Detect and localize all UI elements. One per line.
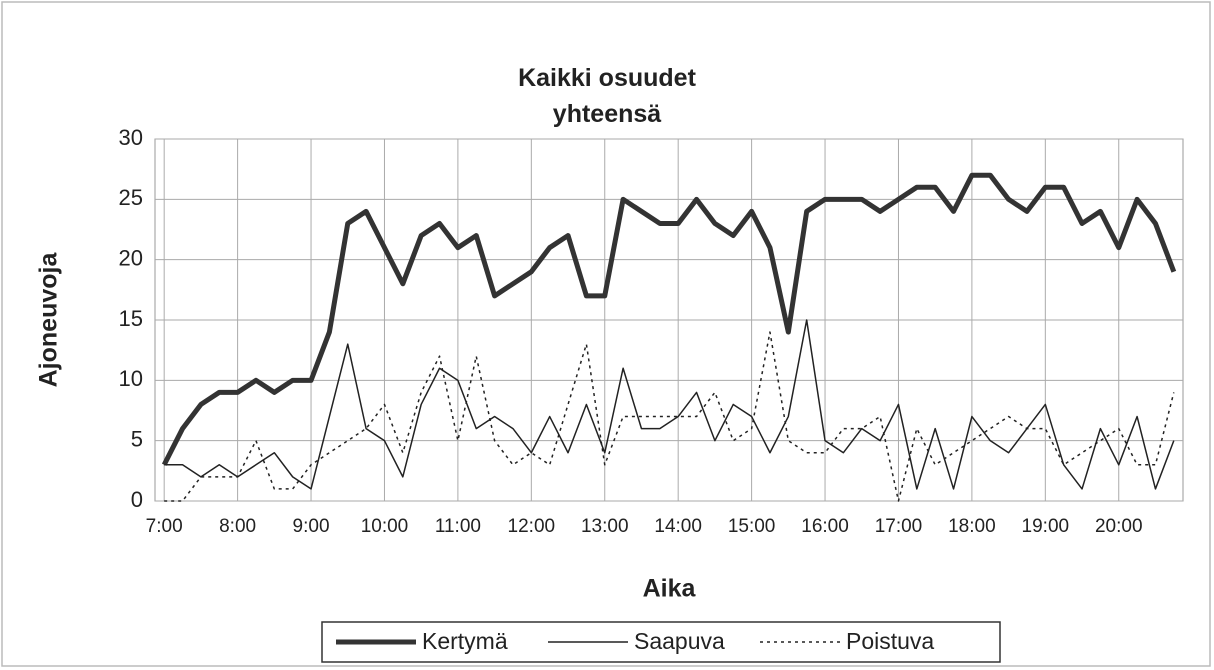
series-line <box>161 172 1177 466</box>
chart-title: Kaikki osuudet yhteensä <box>518 64 696 128</box>
x-tick-label: 17:00 <box>875 516 923 537</box>
x-tick-label: 7:00 <box>146 516 183 537</box>
y-tick-label: 20 <box>119 245 143 270</box>
y-tick-label: 30 <box>119 125 143 150</box>
x-tick-label: 15:00 <box>728 516 776 537</box>
x-tick-label: 8:00 <box>219 516 256 537</box>
x-axis-label: Aika <box>643 575 697 603</box>
legend-box <box>321 621 1001 663</box>
y-tick-label: 10 <box>119 366 143 391</box>
series-line <box>164 319 1175 490</box>
x-tick-label: 18:00 <box>948 516 996 537</box>
series-line <box>164 331 1175 502</box>
y-axis-label: Ajoneuvoja <box>35 252 63 388</box>
x-tick-label: 10:00 <box>361 516 409 537</box>
x-tick-label: 12:00 <box>508 516 556 537</box>
x-tick-label: 13:00 <box>581 516 629 537</box>
x-tick-label: 16:00 <box>801 516 849 537</box>
x-tick-label: 19:00 <box>1022 516 1070 537</box>
y-tick-label: 5 <box>131 426 143 451</box>
legend-label: Kertymä <box>422 628 508 654</box>
legend-label: Saapuva <box>634 628 725 654</box>
legend-label: Poistuva <box>846 628 934 654</box>
x-tick-label: 9:00 <box>293 516 330 537</box>
x-tick-label: 11:00 <box>435 516 481 537</box>
y-tick-label: 0 <box>131 487 143 512</box>
y-tick-label: 15 <box>119 306 143 331</box>
y-tick-label: 25 <box>119 185 143 210</box>
x-tick-label: 20:00 <box>1095 516 1143 537</box>
x-tick-label: 14:00 <box>654 516 702 537</box>
